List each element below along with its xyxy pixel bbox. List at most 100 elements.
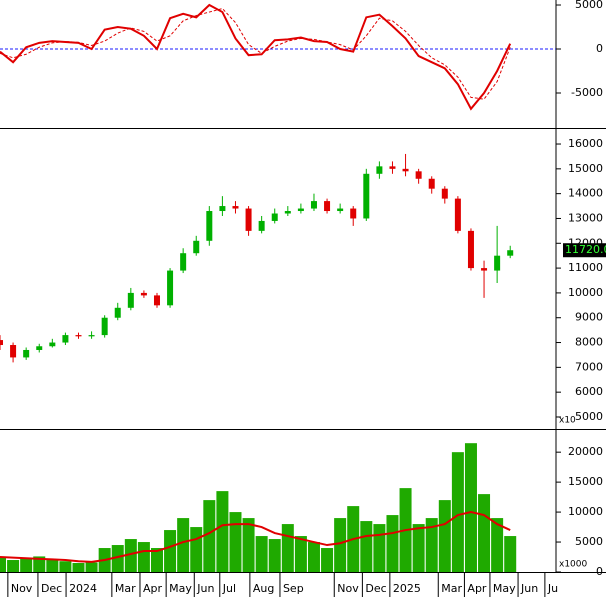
volume-bar — [0, 557, 6, 572]
volume-bar — [438, 500, 451, 572]
y-tick-label: 9000 — [575, 311, 603, 324]
volume-bar — [229, 512, 242, 572]
candle-body — [206, 211, 213, 241]
axis-note: x10 — [559, 416, 576, 426]
candle-body — [140, 292, 147, 296]
x-tick-label: Jun — [196, 582, 214, 595]
x-tick-label: Apr — [467, 582, 487, 595]
y-tick-label: 6000 — [575, 385, 603, 398]
volume-bar — [242, 518, 255, 572]
y-tick-label: 7000 — [575, 360, 603, 373]
volume-bar — [360, 521, 373, 572]
candle-body — [62, 335, 69, 343]
candle-body — [337, 208, 344, 212]
candle-body — [402, 168, 409, 172]
x-tick-label: Jul — [222, 582, 236, 595]
volume-bar — [190, 527, 203, 572]
y-tick-label: 8000 — [575, 336, 603, 349]
oscillator-line — [0, 3, 512, 111]
candle-body — [127, 292, 134, 308]
candle-body — [428, 178, 435, 189]
candle-body — [10, 345, 17, 358]
candle-body — [376, 166, 383, 174]
y-tick-label: 10000 — [568, 286, 603, 299]
volume-bar — [7, 560, 20, 572]
x-tick-label: May — [493, 582, 516, 595]
y-tick-label: 5000 — [575, 410, 603, 423]
volume-bar — [268, 539, 281, 572]
x-tick-label: Apr — [143, 582, 163, 595]
candle-body — [0, 340, 3, 346]
candle-body — [297, 208, 304, 212]
volume-bar — [203, 500, 216, 572]
candle-body — [219, 206, 226, 212]
candle-body — [310, 201, 317, 209]
oscillator-line — [0, 7, 511, 100]
candle-body — [88, 335, 95, 337]
candle-body — [258, 220, 265, 231]
candle-body — [232, 206, 239, 209]
y-tick-label: -5000 — [571, 86, 603, 99]
y-tick-label: 15000 — [568, 162, 603, 175]
candle-body — [415, 171, 422, 179]
candle-body — [23, 349, 30, 358]
candle-body — [153, 295, 160, 306]
volume-bar — [150, 548, 163, 572]
x-tick-label: Sep — [283, 582, 304, 595]
candle-body — [75, 335, 82, 337]
x-tick-label: Aug — [253, 582, 274, 595]
candle-body — [167, 270, 174, 306]
volume-bar — [281, 524, 294, 572]
volume-bar — [491, 518, 504, 572]
y-tick-label: 5000 — [575, 0, 603, 11]
volume-bar — [451, 452, 464, 572]
volume-bar — [294, 536, 307, 572]
volume-bar — [85, 562, 98, 572]
y-tick-label: 5000 — [575, 535, 603, 548]
volume-bar — [137, 542, 150, 572]
volume-bar — [425, 518, 438, 572]
volume-bar — [164, 530, 177, 572]
volume-ma-line — [0, 511, 511, 563]
volume-bar — [20, 558, 33, 572]
candle-body — [36, 346, 43, 350]
candle-body — [350, 208, 357, 219]
x-tick-label: Jun — [520, 582, 538, 595]
x-tick-label: 2024 — [69, 582, 97, 595]
x-tick-label: Nov — [11, 582, 33, 595]
candle-body — [363, 173, 370, 219]
candle-body — [481, 268, 488, 271]
y-tick-label: 0 — [596, 565, 603, 578]
volume-bar — [124, 539, 137, 572]
price-tag — [563, 243, 606, 258]
candle-body — [441, 188, 448, 199]
candle-body — [389, 166, 396, 169]
axis-note: x1000 — [559, 560, 588, 570]
candle-body — [180, 253, 187, 271]
volume-bar — [46, 560, 59, 572]
y-tick-label: 10000 — [568, 505, 603, 518]
x-tick-label: Dec — [365, 582, 386, 595]
x-tick-label: Dec — [41, 582, 62, 595]
volume-bar — [321, 548, 334, 572]
candle-body — [271, 213, 278, 221]
y-tick-label: 13000 — [568, 211, 603, 224]
x-tick-label: May — [169, 582, 192, 595]
volume-bar — [334, 518, 347, 572]
x-tick-label: Mar — [441, 582, 462, 595]
y-tick-label: 16000 — [568, 137, 603, 150]
candle-body — [324, 201, 331, 212]
x-tick-label: Mar — [115, 582, 136, 595]
candle-body — [284, 211, 291, 214]
y-tick-label: 20000 — [568, 445, 603, 458]
x-tick-label: 2025 — [393, 582, 421, 595]
volume-bar — [59, 561, 72, 572]
y-tick-label: 15000 — [568, 475, 603, 488]
volume-bar — [412, 524, 425, 572]
volume-bar — [478, 494, 491, 572]
volume-bar — [111, 545, 124, 572]
volume-bar — [504, 536, 517, 572]
candle-body — [507, 250, 514, 256]
volume-bar — [216, 491, 229, 572]
